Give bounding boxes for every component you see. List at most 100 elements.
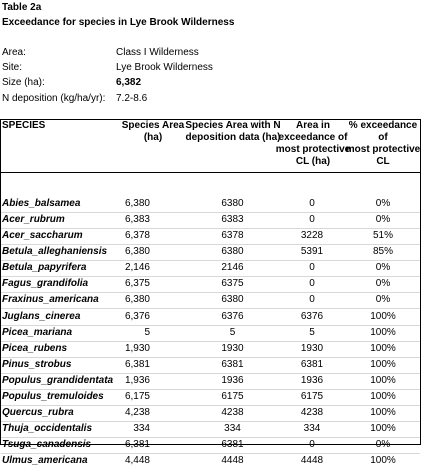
deposition-area-cell: 6175 <box>221 390 244 402</box>
exceedance-pct-cell: 100% <box>370 310 396 322</box>
species-name-cell: Betula_alleghaniensis <box>2 246 108 258</box>
species-name-cell: Fagus_grandifolia <box>2 278 89 290</box>
table-row: Picea_mariana 5 5 5 100% <box>1 325 420 342</box>
species-area-cell: 6,380 <box>124 294 150 306</box>
deposition-area-cell: 6381 <box>221 439 244 451</box>
table-row: Ulmus_americana 4,448 4448 4448 100% <box>1 453 420 469</box>
table-row: Populus_grandidentata 1,936 1936 1936 100% <box>1 373 420 390</box>
species-area-cell: 4,448 <box>124 455 150 467</box>
exceedance-pct-cell: 0% <box>375 278 391 290</box>
table-row: Acer_rubrum 6,383 6383 0 0% <box>1 212 420 230</box>
species-name-cell: Abies_balsamea <box>2 198 81 209</box>
table-row: Quercus_rubra 4,238 4238 4238 100% <box>1 405 420 423</box>
exceedance-area-cell: 0 <box>309 439 315 451</box>
species-area-cell: 6,381 <box>124 439 150 451</box>
meta-value: 6,382 <box>116 77 142 88</box>
exceedance-pct-cell: 51% <box>372 230 393 242</box>
species-name-cell: Picea_mariana <box>2 326 73 338</box>
table-row: Picea_rubens 1,930 1930 1930 100% <box>1 341 420 358</box>
exceedance-pct-cell: 0% <box>375 439 391 451</box>
table-row: Thuja_occidentalis 334 334 334 100% <box>1 421 420 439</box>
exceedance-area-cell: 3228 <box>300 230 324 242</box>
deposition-area-cell: 334 <box>224 423 241 435</box>
exceedance-area-cell: 5 <box>309 326 315 338</box>
deposition-area-cell: 1936 <box>221 374 244 386</box>
table-number: Table 2a <box>2 2 42 13</box>
exceedance-pct-cell: 100% <box>370 455 396 467</box>
deposition-area-cell: 5 <box>229 326 236 338</box>
header-pct-exceedance: % exceedance of most protective CL <box>345 120 421 167</box>
exceedance-area-cell: 0 <box>309 262 315 274</box>
exceedance-area-cell: 0 <box>309 214 315 226</box>
species-name-cell: Fraxinus_americana <box>2 294 99 306</box>
deposition-area-cell: 4238 <box>221 407 244 419</box>
deposition-area-cell: 6380 <box>221 198 244 209</box>
meta-value: Lye Brook Wilderness <box>116 62 213 73</box>
meta-label: N deposition (kg/ha/yr): <box>2 93 106 104</box>
deposition-area-cell: 1930 <box>221 342 244 354</box>
species-area-cell: 1,936 <box>124 374 150 386</box>
exceedance-area-cell: 0 <box>309 294 315 306</box>
exceedance-pct-cell: 100% <box>370 374 396 386</box>
table-row: Betula_alleghaniensis 6,380 6380 5391 85% <box>1 244 420 262</box>
header-species: SPECIES <box>2 120 46 131</box>
exceedance-pct-cell: 100% <box>370 358 396 370</box>
species-table: SPECIES Species Area (ha) Species Area w… <box>0 119 421 466</box>
table-row: Betula_papyrifera 2,146 2146 0 0% <box>1 260 420 278</box>
deposition-area-cell: 6376 <box>221 310 244 322</box>
species-area-cell: 6,380 <box>124 198 150 209</box>
exceedance-pct-cell: 0% <box>375 198 391 209</box>
species-area-cell: 6,381 <box>124 358 150 370</box>
table-row: Acer_saccharum 6,378 6378 3228 51% <box>1 228 420 246</box>
exceedance-area-cell: 6381 <box>300 358 324 370</box>
header-species-area: Species Area (ha) <box>121 120 185 143</box>
species-name-cell: Ulmus_americana <box>2 455 88 467</box>
species-area-cell: 4,238 <box>124 407 150 419</box>
exceedance-area-cell: 4238 <box>300 407 324 419</box>
species-name-cell: Betula_papyrifera <box>2 262 87 274</box>
table-title: Exceedance for species in Lye Brook Wild… <box>2 17 235 28</box>
species-area-cell: 5 <box>144 326 150 338</box>
header-area-with-deposition: Species Area with N deposition data (ha) <box>185 120 281 143</box>
exceedance-pct-cell: 100% <box>370 326 396 338</box>
species-area-cell: 6,175 <box>124 390 150 402</box>
exceedance-pct-cell: 0% <box>375 262 391 274</box>
exceedance-pct-cell: 0% <box>375 214 391 226</box>
species-name-cell: Acer_rubrum <box>2 214 65 226</box>
deposition-area-cell: 6381 <box>221 358 244 370</box>
species-area-cell: 334 <box>133 423 150 435</box>
exceedance-area-cell: 6175 <box>300 390 324 402</box>
exceedance-area-cell: 0 <box>309 198 315 209</box>
deposition-area-cell: 6375 <box>221 278 244 290</box>
exceedance-pct-cell: 100% <box>370 407 396 419</box>
species-name-cell: Tsuga_canadensis <box>2 439 92 451</box>
exceedance-area-cell: 0 <box>309 278 315 290</box>
species-area-cell: 6,380 <box>124 246 150 258</box>
species-name-cell: Pinus_strobus <box>2 358 72 370</box>
deposition-area-cell: 6383 <box>221 214 244 226</box>
header-area-exceedance: Area in exceedance of most protective CL… <box>275 120 351 167</box>
exceedance-pct-cell: 100% <box>370 342 396 354</box>
table-row: Fraxinus_americana 6,380 6380 0 0% <box>1 292 420 310</box>
meta-label: Site: <box>2 62 23 73</box>
meta-label: Size (ha): <box>2 77 45 88</box>
deposition-area-cell: 6378 <box>221 230 244 242</box>
table-row: Pinus_strobus 6,381 6381 6381 100% <box>1 357 420 374</box>
species-name-cell: Picea_rubens <box>2 342 68 354</box>
species-area-cell: 6,378 <box>124 230 150 242</box>
species-name-cell: Quercus_rubra <box>2 407 74 419</box>
meta-label: Area: <box>2 47 26 58</box>
exceedance-area-cell: 6376 <box>300 310 324 322</box>
deposition-area-cell: 6380 <box>221 246 244 258</box>
deposition-area-cell: 4448 <box>221 455 244 467</box>
exceedance-area-cell: 5391 <box>300 246 324 258</box>
species-area-cell: 1,930 <box>124 342 150 354</box>
species-area-cell: 6,383 <box>124 214 150 226</box>
exceedance-area-cell: 334 <box>303 423 321 435</box>
exceedance-pct-cell: 85% <box>372 246 393 258</box>
species-name-cell: Thuja_occidentalis <box>2 423 93 435</box>
table-row: Tsuga_canadensis 6,381 6381 0 0% <box>1 437 420 455</box>
species-name-cell: Populus_tremuloides <box>2 390 104 402</box>
species-name-cell: Populus_grandidentata <box>2 374 114 386</box>
species-area-cell: 6,375 <box>124 278 150 290</box>
